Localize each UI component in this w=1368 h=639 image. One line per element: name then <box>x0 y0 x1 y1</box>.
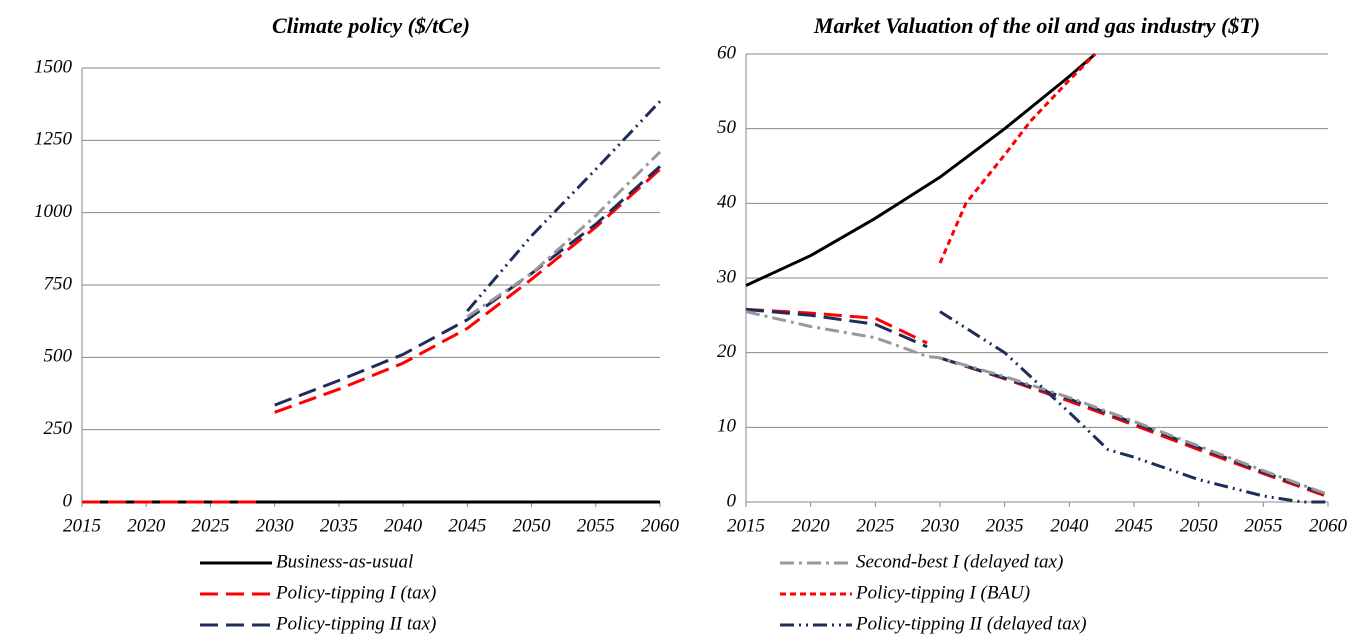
x-tick-label: 2030 <box>256 515 295 536</box>
legend-label: Policy-tipping II (delayed tax) <box>855 613 1087 634</box>
y-tick-label: 250 <box>44 418 73 439</box>
legend-label: Policy-tipping I (tax) <box>275 582 436 603</box>
x-tick-label: 2050 <box>513 515 552 536</box>
y-tick-label: 1250 <box>34 129 73 150</box>
x-tick-label: 2055 <box>577 515 615 536</box>
x-tick-label: 2045 <box>448 515 486 536</box>
x-tick-label: 2040 <box>384 515 423 536</box>
y-tick-label: 60 <box>717 42 737 63</box>
x-tick-label: 2020 <box>792 515 831 536</box>
series-line <box>938 52 1097 264</box>
x-tick-label: 2055 <box>1244 515 1282 536</box>
x-tick-label: 2025 <box>191 515 229 536</box>
y-tick-label: 10 <box>717 416 737 437</box>
x-tick-label: 2015 <box>727 515 765 536</box>
x-tick-label: 2030 <box>921 515 960 536</box>
chart-title: Climate policy ($/tCe) <box>272 13 470 38</box>
x-tick-label: 2040 <box>1050 515 1089 536</box>
x-tick-label: 2020 <box>127 515 166 536</box>
y-tick-label: 50 <box>717 117 737 138</box>
y-tick-label: 1000 <box>34 201 73 222</box>
y-tick-label: 750 <box>44 273 73 294</box>
legend-label: Policy-tipping II tax) <box>275 613 436 634</box>
series-line <box>939 310 1328 504</box>
x-tick-label: 2050 <box>1180 515 1219 536</box>
series-line <box>745 52 1097 287</box>
series-line <box>82 168 662 504</box>
y-tick-label: 20 <box>717 341 737 362</box>
x-tick-label: 2035 <box>986 515 1024 536</box>
series-line <box>274 165 662 407</box>
x-tick-label: 2015 <box>63 515 101 536</box>
legend-label: Policy-tipping I (BAU) <box>855 582 1030 603</box>
legend-label: Second-best I (delayed tax) <box>856 551 1063 572</box>
y-tick-label: 30 <box>716 266 737 287</box>
x-tick-label: 2025 <box>856 515 894 536</box>
y-tick-label: 0 <box>63 490 73 511</box>
x-tick-label: 2060 <box>1309 515 1348 536</box>
y-tick-label: 500 <box>44 346 73 367</box>
y-tick-label: 1500 <box>34 56 73 77</box>
x-tick-label: 2045 <box>1115 515 1153 536</box>
series-line <box>466 150 662 319</box>
y-tick-label: 40 <box>717 192 737 213</box>
chart-title: Market Valuation of the oil and gas indu… <box>813 13 1260 38</box>
series-line <box>745 307 1329 497</box>
series-line <box>745 307 1329 499</box>
series-line <box>466 100 662 312</box>
x-tick-label: 2035 <box>320 515 358 536</box>
y-tick-label: 0 <box>727 490 737 511</box>
series-line <box>745 310 1329 496</box>
x-tick-label: 2060 <box>641 515 680 536</box>
legend-label: Business-as-usual <box>276 551 413 572</box>
